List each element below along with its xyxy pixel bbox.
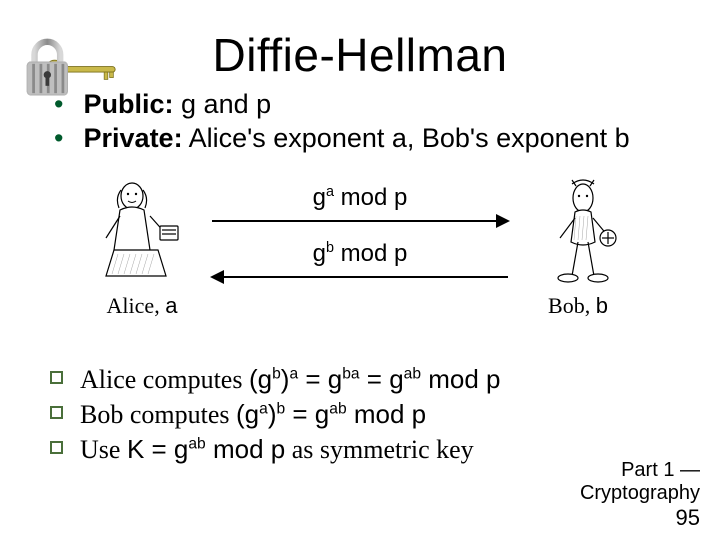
arrow-right: [212, 220, 508, 222]
top-bullet-list: Public: g and p Private: Alice's exponen…: [58, 88, 696, 156]
private-label: Private:: [84, 123, 183, 153]
alice-label: Alice, a: [82, 293, 202, 319]
slide: Diffie-Hellman Public: g and p Private: …: [0, 0, 720, 540]
public-text: g and p: [174, 89, 272, 119]
bob-figure: [528, 176, 628, 286]
actor-bob: Bob, b: [518, 176, 638, 319]
bullet-private: Private: Alice's exponent a, Bob's expon…: [58, 122, 696, 156]
bullet-alice-computes: Alice computes (gb)a = gba = gab mod p: [50, 362, 696, 397]
footer: Part 1 — Cryptography 95: [580, 459, 700, 530]
page-number: 95: [580, 505, 700, 530]
private-text: Alice's exponent a, Bob's exponent b: [183, 123, 630, 153]
alice-figure: [92, 176, 192, 286]
footer-line1: Part 1 —: [580, 459, 700, 482]
msg2-text: gb mod p: [212, 240, 508, 268]
footer-line2: Cryptography: [580, 482, 700, 505]
actor-alice: Alice, a: [82, 176, 202, 319]
bob-label: Bob, b: [518, 293, 638, 319]
bullet-public: Public: g and p: [58, 88, 696, 122]
msg1-text: ga mod p: [212, 184, 508, 212]
arrow-left: [212, 276, 508, 278]
arrow-area: ga mod p gb mod p: [212, 180, 508, 278]
exchange-diagram: Alice, a: [24, 166, 696, 356]
bullet-bob-computes: Bob computes (ga)b = gab mod p: [50, 397, 696, 432]
lock-key-icon: [18, 34, 128, 112]
lower-bullet-list: Alice computes (gb)a = gba = gab mod p B…: [50, 362, 696, 467]
